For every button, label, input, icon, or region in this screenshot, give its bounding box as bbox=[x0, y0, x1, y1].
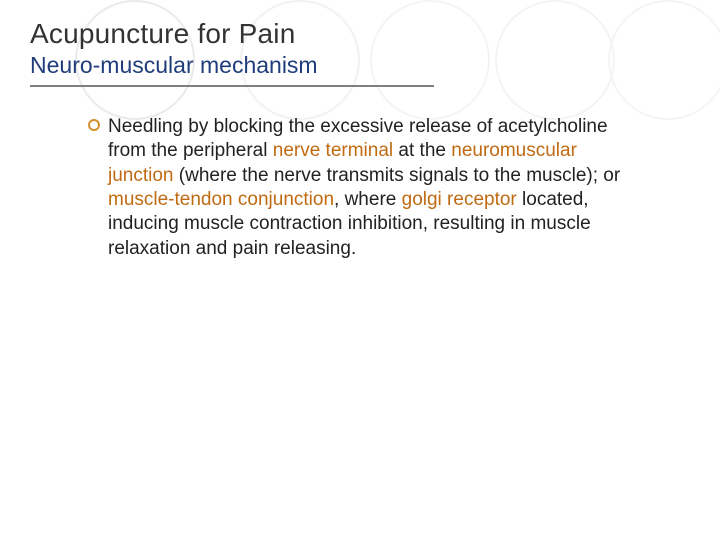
bullet-item: Needling by blocking the excessive relea… bbox=[88, 115, 642, 261]
body-paragraph: Needling by blocking the excessive relea… bbox=[108, 115, 642, 261]
slide-title: Acupuncture for Pain bbox=[30, 18, 690, 50]
highlight-term: golgi receptor bbox=[402, 189, 522, 210]
title-rule bbox=[30, 85, 434, 87]
body-text: (where the nerve transmits signals to th… bbox=[179, 165, 620, 186]
slide-subtitle: Neuro-muscular mechanism bbox=[30, 52, 690, 79]
body-text: , where bbox=[334, 189, 402, 210]
highlight-term: muscle-tendon conjunction bbox=[108, 189, 334, 210]
slide-content: Acupuncture for Pain Neuro-muscular mech… bbox=[0, 0, 720, 261]
body-text: at the bbox=[393, 140, 451, 161]
highlight-term: nerve terminal bbox=[273, 140, 393, 161]
bullet-ring-icon bbox=[88, 119, 100, 131]
body-block: Needling by blocking the excessive relea… bbox=[88, 115, 642, 261]
